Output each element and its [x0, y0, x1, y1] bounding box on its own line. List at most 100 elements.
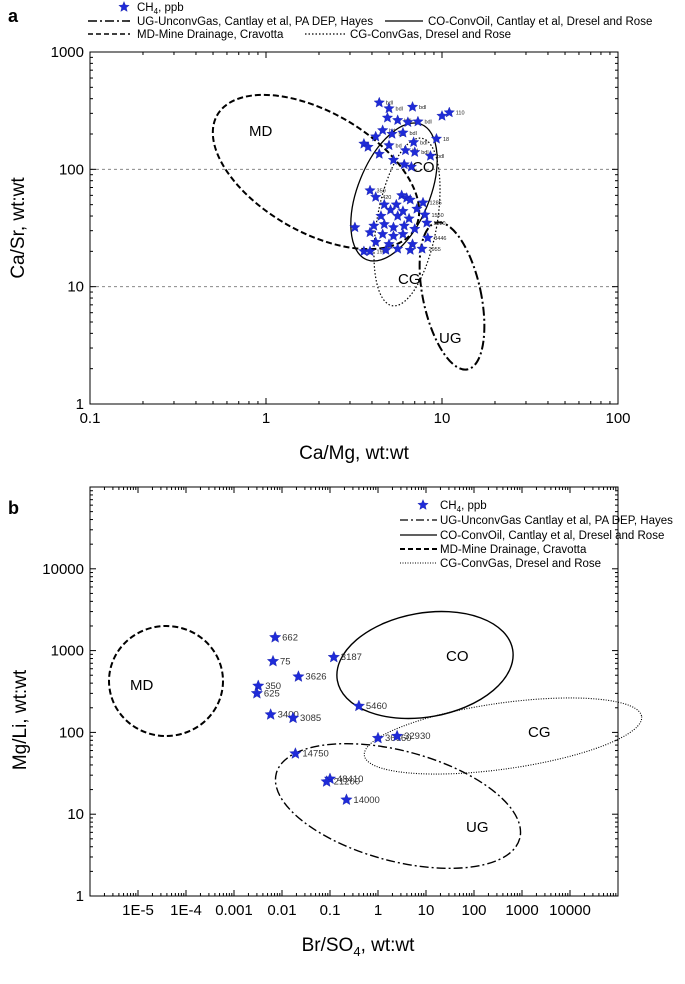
panel-a-points: bdlbdlbdl110bdlbdlbdbdbdlbdl18bdbdbdlbdl… [349, 96, 465, 257]
data-point [349, 221, 361, 233]
data-point [397, 228, 409, 239]
data-point-label: 3400 [278, 710, 299, 721]
data-point [383, 139, 395, 151]
panel-a-legend-co: CO-ConvOil, Cantlay et al, Dresel and Ro… [428, 16, 652, 28]
data-point [364, 226, 376, 238]
data-point [392, 210, 404, 221]
data-point [252, 679, 265, 692]
panel-b-legend-marker-label: CH4, ppb [440, 500, 487, 514]
y-tick-label: 1000 [51, 44, 84, 61]
data-point [370, 191, 382, 202]
y-tick-label: 10000 [42, 561, 84, 578]
data-point-label: 14000 [353, 795, 379, 806]
data-point [387, 230, 400, 241]
x-tick-label: 0.1 [320, 902, 341, 919]
region-label-ug-b: UG [466, 819, 489, 836]
data-point [264, 708, 277, 720]
panel-a-ylabel: Ca/Sr, wt:wt [8, 177, 29, 279]
star-icon [417, 499, 429, 510]
data-point-label: 1550 [431, 213, 443, 219]
data-point [269, 631, 282, 643]
data-point-label: 14750 [302, 749, 328, 760]
y-tick-label: 1 [76, 888, 84, 905]
region-co-a [350, 122, 438, 262]
data-point-label: bdl [421, 150, 428, 156]
data-point [378, 198, 390, 210]
data-point [378, 218, 390, 230]
x-tick-label: 1000 [505, 902, 538, 919]
region-label-cg-a: CG [398, 271, 421, 288]
y-tick-label: 10 [67, 806, 84, 823]
data-point [370, 130, 382, 142]
data-point [266, 654, 280, 667]
data-point [371, 731, 385, 744]
data-point [375, 210, 387, 221]
data-point [384, 204, 397, 215]
data-point [390, 198, 402, 210]
panel-a-letter: a [8, 6, 19, 26]
data-point [430, 132, 443, 144]
panel-b-regions: MD CO CG UG [108, 610, 643, 870]
panel-b-legend-md: MD-Mine Drainage, Cravotta [440, 544, 587, 556]
y-tick-label: 100 [59, 724, 84, 741]
data-point [406, 101, 419, 112]
panel-a-legend-marker [118, 1, 130, 12]
region-cg-b [363, 697, 643, 775]
region-label-ug-a: UG [439, 330, 462, 347]
data-point-label: bdl [409, 131, 416, 137]
region-cg-a [373, 137, 441, 307]
data-point-label: 2955 [429, 247, 441, 253]
x-tick-label: 10 [418, 902, 435, 919]
data-point [386, 128, 398, 139]
data-point [373, 148, 385, 159]
data-point [286, 711, 300, 724]
panel-a-legend-ug: UG-UnconvGas, Cantlay et al, PA DEP, Hay… [137, 16, 373, 28]
data-point [397, 205, 409, 216]
data-point [340, 793, 353, 805]
data-point [397, 126, 409, 138]
data-point [409, 146, 421, 157]
data-point [392, 114, 404, 126]
panel-b-letter: b [8, 498, 19, 518]
panel-b-xlabel: Br/SO4, wt:wt [302, 935, 416, 959]
data-point [416, 242, 428, 254]
x-tick-label: 0.1 [80, 410, 101, 427]
plot-frame [89, 486, 619, 897]
x-tick-label: 100 [605, 410, 630, 427]
data-point-label: 3626 [305, 672, 326, 683]
panel-b-legend-cg: CG-ConvGas, Dresel and Rose [440, 558, 601, 570]
data-point [383, 102, 395, 114]
region-label-co-b: CO [446, 648, 469, 665]
plot-frame [89, 51, 619, 405]
y-tick-label: 10 [67, 279, 84, 296]
data-point [352, 699, 365, 712]
data-point [422, 232, 434, 243]
region-md-b [108, 625, 224, 737]
y-tick-label: 1 [76, 396, 84, 413]
data-point-label: 1020 [433, 221, 445, 227]
star-icon [118, 1, 130, 12]
y-tick-label: 1000 [51, 643, 84, 660]
region-label-cg-b: CG [528, 724, 551, 741]
x-tick-label: 1E-4 [170, 902, 202, 919]
panel-a-xlabel: Ca/Mg, wt:wt [299, 443, 410, 464]
data-point-label: 75 [280, 656, 291, 667]
data-point-label: 350 [265, 681, 281, 692]
data-point-label: 625 [264, 688, 280, 699]
data-point-label: 110 [456, 111, 465, 117]
region-label-co-a: CO [412, 159, 435, 176]
data-point [327, 650, 340, 663]
data-point [411, 203, 423, 214]
data-point [380, 244, 392, 255]
data-point [398, 219, 410, 231]
x-tick-label: 10 [434, 410, 451, 427]
panel-a: a CH4, ppb UG-UnconvGas, Cantlay et al, … [8, 1, 652, 464]
data-point [443, 106, 455, 118]
data-point [436, 110, 448, 121]
data-point [292, 670, 305, 682]
data-point [398, 158, 410, 170]
data-point [412, 115, 424, 127]
panel-a-legend-marker-label: CH4, ppb [137, 2, 184, 16]
panel-b-legend-ug: UG-UnconvGas Cantlay et al, PA DEP, Haye… [440, 515, 673, 527]
